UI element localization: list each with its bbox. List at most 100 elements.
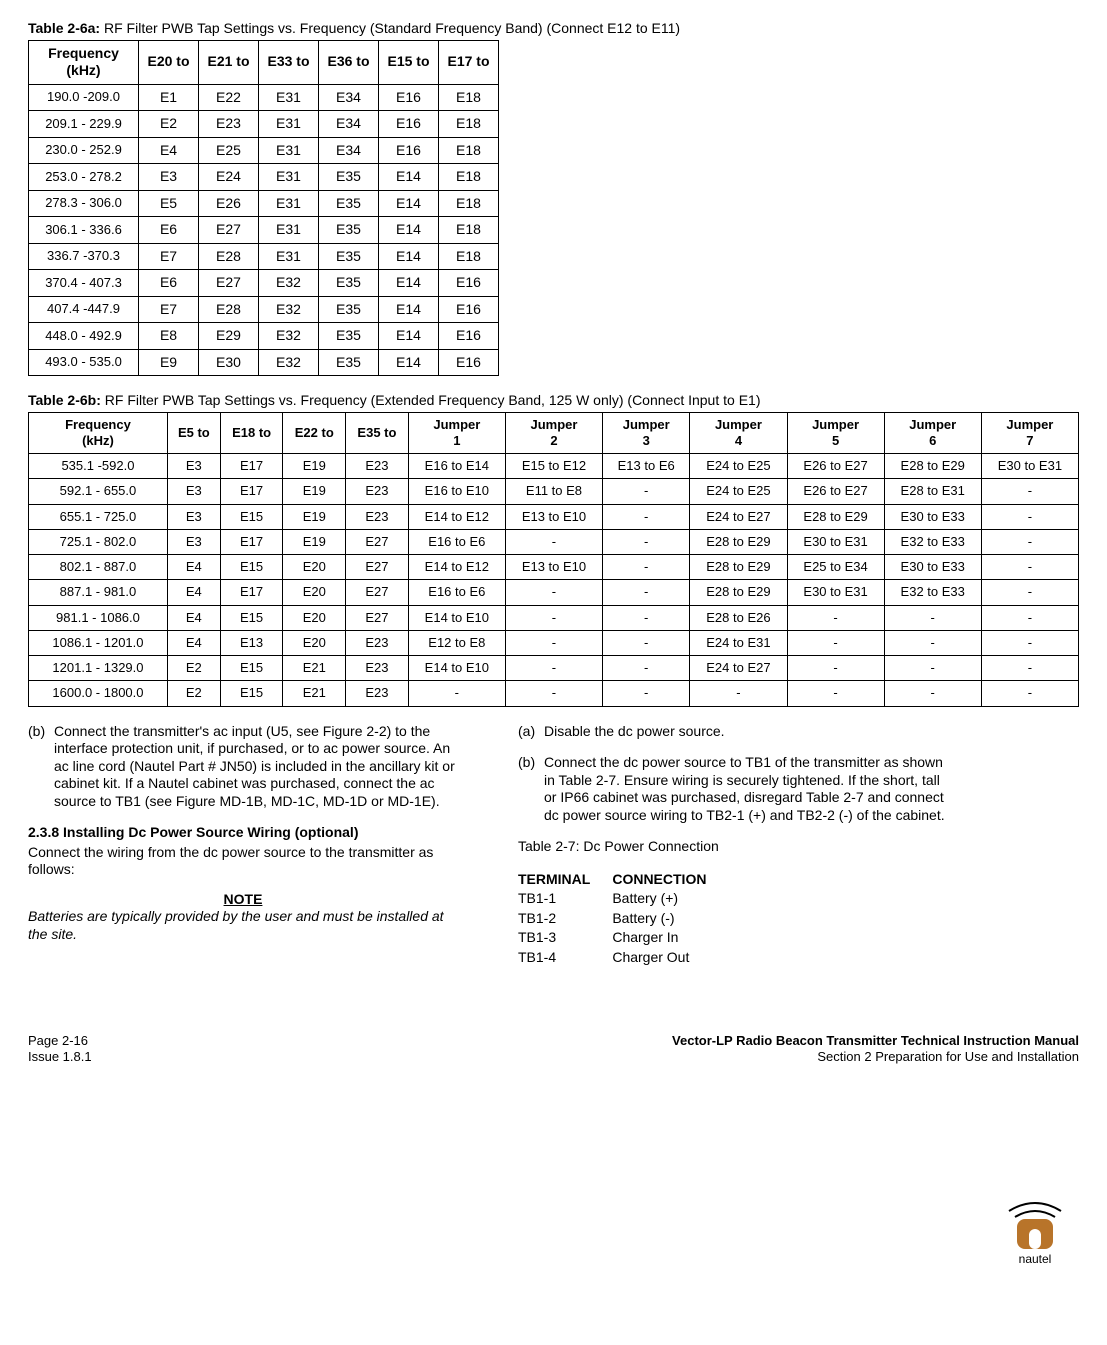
table-cell: E5: [139, 190, 199, 217]
table-cell: E24: [199, 164, 259, 191]
table-cell: -: [981, 630, 1078, 655]
table-cell: E35: [319, 164, 379, 191]
table-header-cell: Jumper4: [690, 412, 787, 454]
table-cell: E14: [379, 164, 439, 191]
table-cell: E35: [319, 349, 379, 376]
table-row: 306.1 - 336.6E6E27E31E35E14E18: [29, 217, 499, 244]
table-cell: E14: [379, 243, 439, 270]
table-cell: -: [505, 630, 602, 655]
para-a-right: (a) Disable the dc power source.: [518, 723, 948, 741]
table-cell: -: [603, 555, 690, 580]
table-cell: E17: [220, 454, 283, 479]
table-cell: E18: [439, 84, 499, 111]
table-cell: E35: [319, 217, 379, 244]
table-cell: E14: [379, 217, 439, 244]
table-header-cell: Jumper1: [408, 412, 505, 454]
table-cell: 306.1 - 336.6: [29, 217, 139, 244]
dc-table-cell: TB1-1: [518, 889, 612, 909]
table-6b-title: Table 2-6b: RF Filter PWB Tap Settings v…: [28, 392, 1079, 410]
para-b-left: (b) Connect the transmitter's ac input (…: [28, 723, 458, 811]
table-cell: E18: [439, 137, 499, 164]
table-cell: E31: [259, 111, 319, 138]
table-cell: E29: [199, 323, 259, 350]
table-cell: 981.1 - 1086.0: [29, 605, 168, 630]
table-cell: 887.1 - 981.0: [29, 580, 168, 605]
table-cell: -: [603, 605, 690, 630]
table-27-title: Table 2-7: Dc Power Connection: [518, 838, 948, 856]
table-cell: E12 to E8: [408, 630, 505, 655]
table-cell: E15: [220, 656, 283, 681]
table-header-cell: E17 to: [439, 40, 499, 84]
table-cell: E32 to E33: [884, 580, 981, 605]
table-cell: E2: [139, 111, 199, 138]
table-cell: E27: [199, 217, 259, 244]
table-cell: -: [603, 504, 690, 529]
table-cell: -: [603, 529, 690, 554]
table-cell: E28 to E31: [884, 479, 981, 504]
table-6a-caption: RF Filter PWB Tap Settings vs. Frequency…: [104, 20, 680, 36]
table-cell: -: [981, 605, 1078, 630]
table-cell: -: [505, 681, 602, 706]
table-cell: E21: [283, 681, 346, 706]
note-heading: NOTE: [28, 891, 458, 909]
table-cell: E14 to E12: [408, 555, 505, 580]
table-cell: E31: [259, 84, 319, 111]
table-cell: 592.1 - 655.0: [29, 479, 168, 504]
table-cell: 535.1 -592.0: [29, 454, 168, 479]
table-row: 887.1 - 981.0E4E17E20E27E16 to E6--E28 t…: [29, 580, 1079, 605]
para-b-left-text: Connect the transmitter's ac input (U5, …: [54, 723, 458, 811]
table-cell: E24 to E27: [690, 656, 787, 681]
table-cell: E27: [346, 555, 409, 580]
nautel-logo-icon: [1003, 1197, 1067, 1251]
table-row: 725.1 - 802.0E3E17E19E27E16 to E6--E28 t…: [29, 529, 1079, 554]
table-header-cell: E22 to: [283, 412, 346, 454]
table-row: 592.1 - 655.0E3E17E19E23E16 to E10E11 to…: [29, 479, 1079, 504]
left-column: (b) Connect the transmitter's ac input (…: [28, 723, 458, 984]
para-b-right-tag: (b): [518, 754, 544, 824]
table-cell: E22: [199, 84, 259, 111]
table-6a-label: Table 2-6a:: [28, 20, 100, 36]
table-cell: -: [505, 529, 602, 554]
table-cell: E26 to E27: [787, 454, 884, 479]
footer-issue: Issue 1.8.1: [28, 1049, 92, 1065]
footer-manual-title: Vector-LP Radio Beacon Transmitter Techn…: [672, 1033, 1079, 1049]
table-cell: E4: [167, 605, 220, 630]
dc-table-cell: Charger Out: [612, 948, 728, 968]
table-cell: E13 to E10: [505, 504, 602, 529]
table-cell: E25 to E34: [787, 555, 884, 580]
table-row: 336.7 -370.3E7E28E31E35E14E18: [29, 243, 499, 270]
dc-header-connection: CONNECTION: [612, 870, 728, 890]
table-cell: 209.1 - 229.9: [29, 111, 139, 138]
table-6b: Frequency(kHz)E5 toE18 toE22 toE35 toJum…: [28, 412, 1079, 707]
table-header-cell: E33 to: [259, 40, 319, 84]
table-cell: 370.4 - 407.3: [29, 270, 139, 297]
table-row: 190.0 -209.0E1E22E31E34E16E18: [29, 84, 499, 111]
table-row: 1086.1 - 1201.0E4E13E20E23E12 to E8--E24…: [29, 630, 1079, 655]
table-6a: Frequency(kHz)E20 toE21 toE33 toE36 toE1…: [28, 40, 499, 377]
table-cell: E30 to E31: [787, 580, 884, 605]
table-cell: 253.0 - 278.2: [29, 164, 139, 191]
table-cell: E15: [220, 504, 283, 529]
table-cell: E35: [319, 190, 379, 217]
table-cell: 725.1 - 802.0: [29, 529, 168, 554]
table-cell: E13 to E6: [603, 454, 690, 479]
table-cell: -: [884, 656, 981, 681]
footer-left: Page 2-16 Issue 1.8.1: [28, 1033, 92, 1066]
table-cell: E2: [167, 681, 220, 706]
table-cell: E13: [220, 630, 283, 655]
table-cell: -: [787, 656, 884, 681]
table-cell: E14 to E12: [408, 504, 505, 529]
table-cell: E16: [439, 349, 499, 376]
table-cell: E28 to E29: [690, 555, 787, 580]
table-row: 370.4 - 407.3E6E27E32E35E14E16: [29, 270, 499, 297]
table-cell: E28 to E26: [690, 605, 787, 630]
table-cell: E20: [283, 605, 346, 630]
table-cell: E18: [439, 190, 499, 217]
table-cell: -: [981, 555, 1078, 580]
table-row: 407.4 -447.9E7E28E32E35E14E16: [29, 296, 499, 323]
table-row: 253.0 - 278.2E3E24E31E35E14E18: [29, 164, 499, 191]
table-cell: E34: [319, 84, 379, 111]
table-cell: E32: [259, 296, 319, 323]
dc-table-cell: TB1-2: [518, 909, 612, 929]
table-cell: E16: [439, 296, 499, 323]
